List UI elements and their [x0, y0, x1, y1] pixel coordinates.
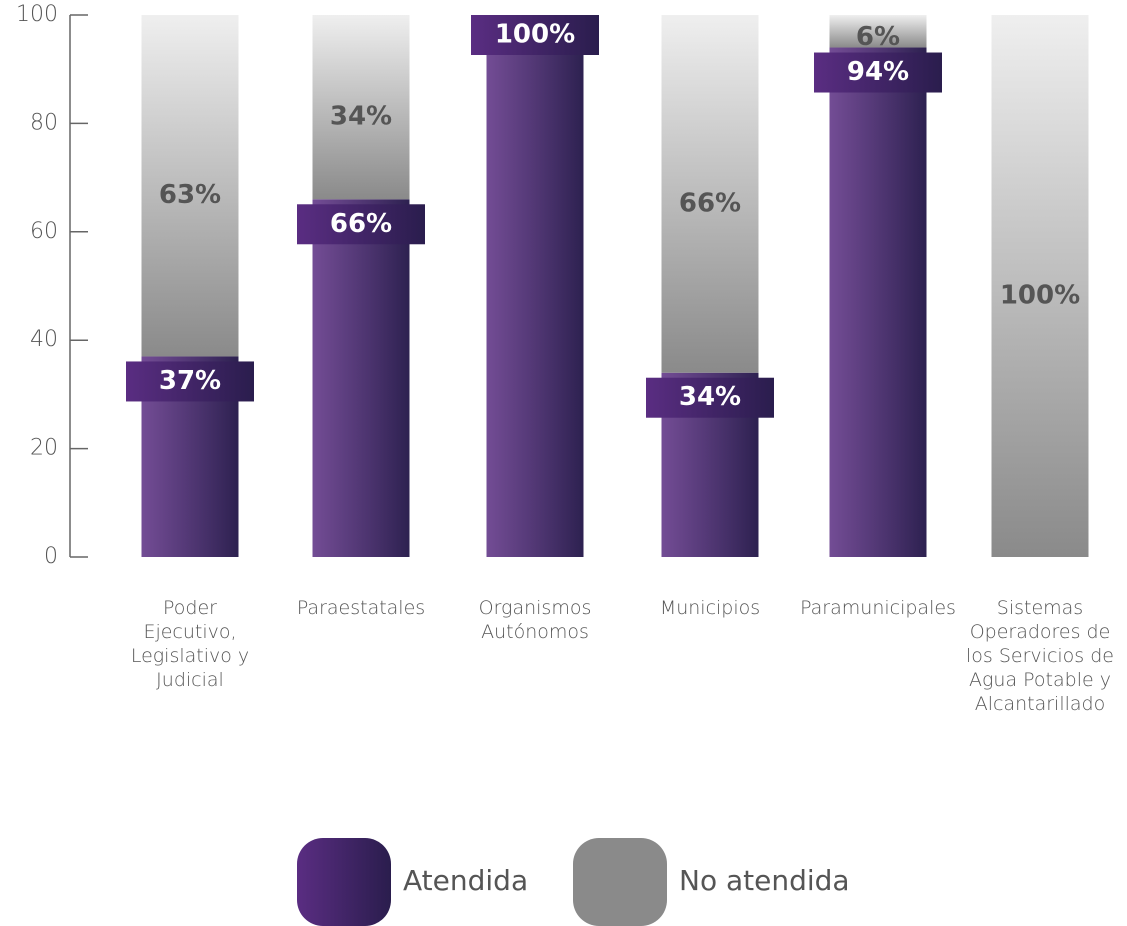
- bar-segment: [829, 15, 927, 48]
- label-banner: [814, 52, 942, 93]
- bar-segment: [661, 15, 759, 373]
- y-tick-label: 80: [30, 110, 58, 135]
- label-banner: [646, 377, 774, 418]
- bar-segment: [312, 199, 410, 557]
- label-banner: [126, 361, 254, 402]
- y-tick-label: 0: [44, 544, 58, 569]
- value-label: 66%: [679, 188, 741, 218]
- y-tick-label: 20: [30, 436, 58, 461]
- y-tick-label: 40: [30, 327, 58, 352]
- value-label: 34%: [330, 102, 392, 132]
- value-label: 100%: [495, 20, 575, 50]
- value-label: 34%: [679, 382, 741, 412]
- legend-swatch: [297, 838, 391, 926]
- value-label: 66%: [330, 209, 392, 239]
- legend-swatch: [573, 838, 667, 926]
- value-label: 94%: [847, 57, 909, 87]
- x-tick-label: Paraestatales: [296, 597, 426, 619]
- bar-segment: [486, 15, 584, 557]
- x-tick-label: Municipios: [659, 597, 761, 619]
- bar-segment: [141, 15, 239, 357]
- x-tick-label: Sistemas Operadores de los Servicios de …: [966, 597, 1114, 715]
- value-label: 6%: [856, 22, 900, 52]
- y-tick-label: 100: [16, 2, 58, 27]
- bar-segment: [991, 15, 1089, 557]
- bar-segment: [829, 47, 927, 558]
- legend-label: Atendida: [403, 864, 528, 897]
- legend-label: No atendida: [679, 864, 850, 897]
- value-label: 37%: [159, 366, 221, 396]
- x-tick-label: Poder Ejecutivo, Legislativo y Judicial: [130, 597, 250, 691]
- y-tick-label: 60: [30, 219, 58, 244]
- label-banner: [297, 204, 425, 245]
- x-tick-label: Organismos Autónomos: [478, 597, 592, 643]
- bar-segment: [312, 15, 410, 200]
- value-label: 63%: [159, 180, 221, 210]
- value-label: 100%: [1000, 281, 1080, 311]
- label-banner: [471, 15, 599, 55]
- x-tick-label: Paramunicipales: [800, 597, 956, 619]
